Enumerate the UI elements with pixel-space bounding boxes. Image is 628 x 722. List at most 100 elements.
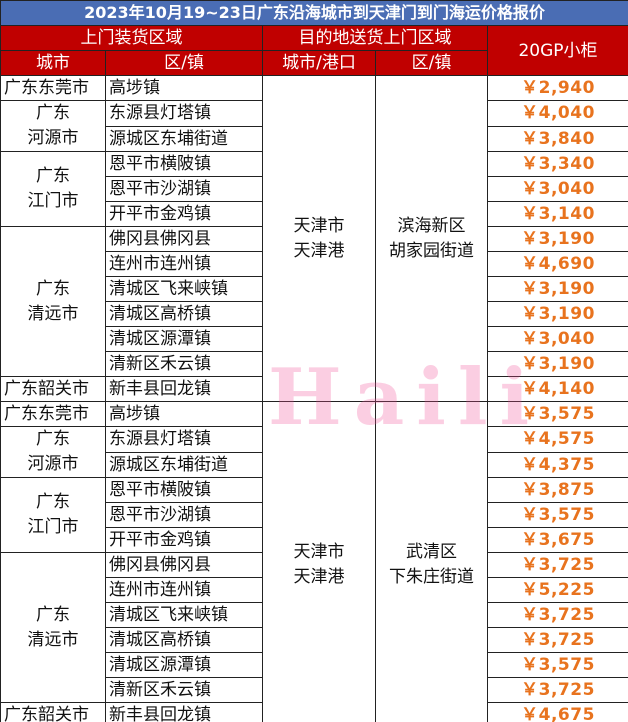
price-cell: ￥3,875 — [486, 477, 628, 503]
line: 广东 — [36, 166, 70, 186]
district-header: 区/镇 — [105, 50, 263, 76]
data-row: 清城区源潭镇 ￥3,040 — [1, 326, 628, 352]
data-row: 广东 江门市 恩平市横陂镇 ￥3,340 — [0, 151, 628, 227]
pickup-header: 上门装货区域 — [0, 25, 263, 51]
header-row: 城市 区/镇 城市/港口 区/镇 — [0, 50, 628, 76]
district-cell: 恩平市沙湖镇 — [105, 176, 263, 202]
line: 广东韶关市 — [4, 705, 89, 722]
dest-district-cell: 滨海新区 胡家园街道 — [375, 75, 488, 402]
data-row: 广东 江门市 恩平市横陂镇 ￥3,875 — [0, 477, 628, 553]
dest-city-cell: 天津市 天津港 — [262, 401, 376, 722]
district-cell: 源城区东埔街道 — [105, 125, 263, 152]
price-cell: ￥4,375 — [486, 451, 628, 478]
data-row: 广东东莞市 高埗镇 天津市 天津港 滨海新区 胡家园街道 ￥2,940 — [0, 75, 628, 402]
data-row: 广东韶关市 新丰县回龙镇 ￥4,675 — [0, 702, 628, 722]
data-row: 开平市金鸡镇 ￥3,675 — [1, 527, 628, 553]
data-row: 广东 河源市 东源县灯塔镇 ￥4,575 — [0, 426, 628, 478]
city-cell: 广东 河源市 — [0, 426, 106, 478]
price-cell: ￥3,190 — [486, 351, 628, 377]
data-row: 源城区东埔街道 ￥4,375 — [1, 451, 628, 478]
district-cell: 清城区飞来峡镇 — [105, 602, 263, 628]
district-cell: 清城区源潭镇 — [105, 326, 263, 352]
line: 广东东莞市 — [4, 78, 89, 98]
district-cell: 连州市连州镇 — [105, 577, 263, 603]
line: 广东 — [36, 604, 70, 625]
line: 下朱庄街道 — [389, 566, 474, 587]
data-row: 开平市金鸡镇 ￥3,140 — [1, 201, 628, 227]
district-cell: 东源县灯塔镇 — [105, 426, 263, 453]
destination-header: 目的地送货上门区域 — [262, 25, 488, 51]
line: 广东 — [36, 492, 70, 512]
data-row: 恩平市沙湖镇 ￥3,040 — [1, 176, 628, 202]
dest-district-header: 区/镇 — [375, 50, 488, 76]
line: 天津港 — [293, 240, 345, 261]
data-row: 清城区飞来峡镇 ￥3,190 — [1, 276, 628, 302]
district-cell: 佛冈县佛冈县 — [105, 552, 263, 578]
data-row: 广东韶关市 新丰县回龙镇 ￥4,140 — [0, 376, 628, 402]
city-cell: 广东 江门市 — [0, 151, 106, 227]
title: 2023年10月19~23日广东沿海城市到天津门到门海运价格报价 — [0, 0, 628, 26]
line: 胡家园街道 — [389, 240, 474, 261]
line: 江门市 — [27, 191, 79, 211]
line: 天津港 — [293, 566, 345, 587]
price-cell: ￥3,190 — [486, 226, 628, 252]
price-cell: ￥3,040 — [486, 326, 628, 352]
price-cell: ￥4,575 — [486, 426, 628, 453]
price-cell: ￥3,340 — [486, 151, 628, 177]
district-cell: 清城区源潭镇 — [105, 652, 263, 678]
city-cell: 广东 河源市 — [0, 100, 106, 152]
district-cell: 新丰县回龙镇 — [105, 702, 263, 722]
price-cell: ￥3,575 — [486, 652, 628, 678]
district-cell: 恩平市沙湖镇 — [105, 502, 263, 528]
district-cell: 恩平市横陂镇 — [105, 477, 263, 503]
line: 广东韶关市 — [4, 379, 89, 399]
district-cell: 新丰县回龙镇 — [105, 376, 263, 402]
line: 清远市 — [27, 303, 79, 324]
line: 天津市 — [293, 215, 345, 236]
price-cell: ￥3,725 — [486, 552, 628, 578]
data-row: 清新区禾云镇 ￥3,190 — [1, 351, 628, 377]
price-cell: ￥5,225 — [486, 577, 628, 603]
line: 清远市 — [27, 629, 79, 650]
dest-city-cell: 天津市 天津港 — [262, 75, 376, 402]
price-cell: ￥3,575 — [486, 401, 628, 427]
data-row: 广东清远市 佛冈县佛冈县 ￥3,725 — [0, 552, 628, 703]
district-cell: 恩平市横陂镇 — [105, 151, 263, 177]
price-cell: ￥4,690 — [486, 251, 628, 277]
line: 广东 — [36, 103, 70, 123]
price-cell: ￥3,725 — [486, 602, 628, 628]
data-row: 清城区高桥镇 ￥3,190 — [1, 301, 628, 327]
price-cell: ￥3,040 — [486, 176, 628, 202]
city-cell: 广东韶关市 — [0, 702, 106, 722]
price-cell: ￥4,140 — [486, 376, 628, 402]
data-row: 清城区飞来峡镇 ￥3,725 — [1, 602, 628, 628]
district-cell: 清城区飞来峡镇 — [105, 276, 263, 302]
title-row: 2023年10月19~23日广东沿海城市到天津门到门海运价格报价 — [0, 0, 628, 26]
price-cell: ￥3,140 — [486, 201, 628, 227]
city-cell: 广东 江门市 — [0, 477, 106, 553]
data-row: 清城区源潭镇 ￥3,575 — [1, 652, 628, 678]
district-cell: 源城区东埔街道 — [105, 451, 263, 478]
district-cell: 东源县灯塔镇 — [105, 100, 263, 127]
price-cell: ￥3,675 — [486, 527, 628, 553]
line: 滨海新区 — [397, 215, 466, 236]
district-cell: 清城区高桥镇 — [105, 301, 263, 327]
city-cell: 广东 清远市 — [0, 226, 106, 377]
district-cell: 高埗镇 — [105, 75, 263, 101]
district-cell: 清新区禾云镇 — [105, 351, 263, 377]
data-row: 源城区东埔街道 ￥3,840 — [1, 125, 628, 152]
line: 河源市 — [27, 128, 79, 148]
district-cell: 开平市金鸡镇 — [105, 201, 263, 227]
district-cell: 清城区高桥镇 — [105, 627, 263, 653]
district-cell: 清新区禾云镇 — [105, 677, 263, 703]
district-cell: 连州市连州镇 — [105, 251, 263, 277]
price-cell: ￥3,725 — [486, 677, 628, 703]
price-cell: ￥3,725 — [486, 627, 628, 653]
line: 广东 — [36, 278, 70, 299]
header-row: 上门装货区域 目的地送货上门区域 20GP小柜 — [0, 25, 628, 76]
city-cell: 广东东莞市 — [0, 75, 106, 101]
line: 广东东莞市 — [4, 404, 89, 424]
line: 河源市 — [27, 454, 79, 474]
